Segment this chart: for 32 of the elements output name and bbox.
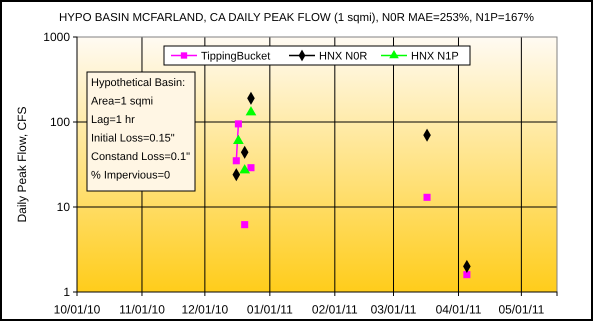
x-tick-label: 11/01/10 — [119, 302, 166, 316]
chart-title: HYPO BASIN MCFARLAND, CA DAILY PEAK FLOW (1 sqmi), N0R MAE=253%, N1P=167% — [58, 12, 534, 24]
annotation: Initial Loss=0.15" — [91, 132, 175, 144]
point — [232, 157, 240, 164]
x-tick-label: 12/01/10 — [182, 302, 229, 316]
y-tick-label: 1 — [63, 284, 70, 299]
point — [234, 120, 242, 128]
x-tick-label: 04/01/11 — [436, 302, 482, 316]
x-tick-label: 02/01/11 — [312, 302, 358, 316]
annotation: % Impervious=0 — [91, 170, 170, 182]
x-tick-label: 10/01/10 — [54, 302, 101, 316]
point — [463, 271, 470, 278]
point — [247, 164, 255, 172]
annotation: Lag=1 hr — [91, 114, 136, 126]
point — [246, 106, 256, 116]
annotation: Constand Loss=0.1" — [91, 151, 190, 163]
legend-label: TippingBucket — [201, 50, 270, 62]
legend-label: HNX N0R — [319, 50, 368, 62]
point — [424, 194, 431, 201]
point — [233, 134, 244, 144]
y-tick-label: 100 — [50, 114, 70, 129]
x-tick-label: 05/01/11 — [498, 302, 545, 316]
x-tick-label: 01/01/11 — [246, 302, 294, 316]
legend-label: HNX N1P — [411, 50, 459, 62]
annotation: Hypothetical Basin: — [91, 77, 186, 89]
annotation: Area=1 sqmi — [91, 96, 154, 108]
point — [239, 164, 250, 174]
point — [241, 221, 248, 228]
y-axis-title: Daily Peak Flow, CFS — [15, 106, 29, 223]
x-tick-label: 03/01/11 — [370, 302, 417, 316]
y-tick-label: 1000 — [43, 30, 70, 44]
y-tick-label: 10 — [56, 200, 70, 214]
